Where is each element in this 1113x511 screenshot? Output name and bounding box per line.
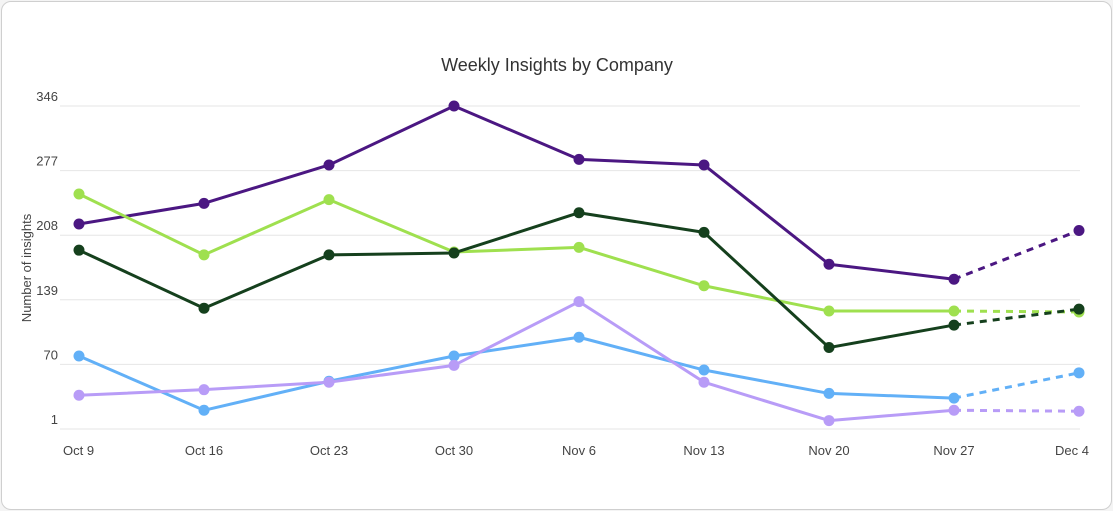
y-tick-label: 1 [51,412,58,427]
projected-line [953,307,1080,327]
data-point[interactable] [1073,225,1085,237]
data-point[interactable] [323,376,335,388]
data-point[interactable] [823,342,835,354]
projected-line [953,229,1080,281]
data-point[interactable] [198,384,210,396]
x-tick-label: Oct 23 [310,443,348,458]
series-line [78,104,955,281]
data-point[interactable] [198,404,210,416]
y-axis-label: Number of insights [19,213,34,322]
series-line [78,335,955,412]
data-point[interactable] [948,305,960,317]
data-point[interactable] [573,207,585,219]
data-point[interactable] [323,194,335,206]
y-tick-label: 277 [36,154,58,169]
projected-line [953,408,1080,413]
data-point[interactable] [198,302,210,314]
data-point[interactable] [698,159,710,171]
data-point[interactable] [948,273,960,285]
data-point[interactable] [698,280,710,292]
data-point[interactable] [823,387,835,399]
x-tick-label: Nov 13 [683,443,724,458]
data-point[interactable] [573,241,585,253]
x-tick-label: Nov 6 [562,443,596,458]
data-point[interactable] [573,296,585,308]
x-tick-label: Oct 16 [185,443,223,458]
x-tick-label: Dec 4 [1055,443,1089,458]
data-point[interactable] [73,188,85,200]
data-point[interactable] [573,331,585,343]
data-point[interactable] [948,392,960,404]
data-point[interactable] [448,100,460,112]
data-point[interactable] [698,226,710,238]
y-tick-label: 208 [36,218,58,233]
data-point[interactable] [73,350,85,362]
series-company-d [73,331,1085,416]
data-point[interactable] [73,218,85,230]
chart-title: Weekly Insights by Company [441,55,673,75]
y-tick-label: 346 [36,89,58,104]
x-tick-label: Nov 20 [808,443,849,458]
series-company-e [73,296,1085,427]
series-line [78,192,954,313]
data-point[interactable] [1073,367,1085,379]
data-point[interactable] [198,249,210,261]
data-point[interactable] [198,197,210,209]
series-line [78,300,955,423]
data-point[interactable] [1073,405,1085,417]
projected-line [953,371,1080,400]
data-point[interactable] [1073,303,1085,315]
series-company-c [73,207,1085,354]
series-line [78,211,955,350]
y-tick-label: 70 [44,347,58,362]
data-point[interactable] [698,376,710,388]
data-point[interactable] [698,364,710,376]
data-point[interactable] [823,258,835,270]
data-point[interactable] [823,305,835,317]
data-point[interactable] [573,153,585,165]
series-company-a [73,100,1085,285]
data-point[interactable] [448,247,460,259]
data-point[interactable] [73,244,85,256]
y-tick-label: 139 [36,283,58,298]
x-tick-label: Oct 30 [435,443,473,458]
data-point[interactable] [823,415,835,427]
data-point[interactable] [448,359,460,371]
data-point[interactable] [323,249,335,261]
data-point[interactable] [948,404,960,416]
x-tick-label: Oct 9 [63,443,94,458]
data-point[interactable] [323,159,335,171]
data-point[interactable] [448,350,460,362]
x-tick-label: Nov 27 [933,443,974,458]
data-point[interactable] [73,389,85,401]
data-point[interactable] [948,319,960,331]
